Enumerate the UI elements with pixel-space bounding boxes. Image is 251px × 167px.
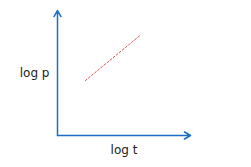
svg-text:log t: log t xyxy=(111,143,138,157)
svg-text:log p: log p xyxy=(20,66,50,80)
